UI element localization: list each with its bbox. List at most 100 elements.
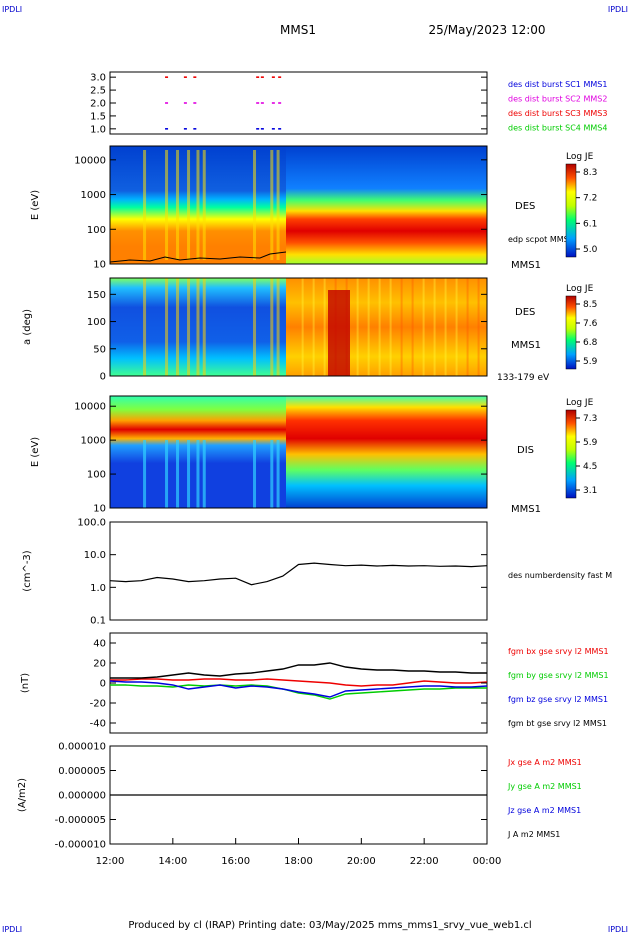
dis-burst-streak (165, 440, 169, 508)
des-energy-axis-tick-label: 10 (93, 260, 106, 271)
current-legend-item: Jy gse A m2 MMS1 (507, 782, 582, 791)
density-legend: des numberdensity fast M (508, 571, 612, 580)
pitch-burst-streak (253, 278, 257, 376)
bfield-series-by (110, 684, 487, 700)
des-energy-colorbar-title: Log JE (566, 152, 594, 162)
burst-legend-item: des dist burst SC4 MMS4 (508, 124, 607, 133)
pitch-sheath-streak (444, 278, 447, 376)
colorbar-tick-label: 8.3 (583, 168, 597, 178)
colorbar-tick-label: 6.1 (583, 219, 597, 229)
colorbar-tick-label: 4.5 (583, 462, 597, 472)
burst-marker (183, 128, 187, 130)
panel-density: (cm^-3) 100.0 10.0 1.0 0.1 des numberdensit… (22, 518, 612, 627)
burst-marker (278, 76, 282, 78)
burst-axis-tick-label: 2.5 (90, 86, 106, 97)
colorbar-tick-label: 8.5 (583, 300, 597, 310)
burst-axis-tick-label: 1.5 (90, 111, 106, 122)
x-tick-label: 18:00 (284, 856, 313, 867)
pitch-axis-tick-label: 100 (87, 317, 106, 328)
pitch-sheath-streak (367, 278, 370, 376)
current-legend-item: Jx gse A m2 MMS1 (507, 758, 582, 767)
colorbar-tick-label: 6.8 (583, 338, 598, 348)
dis-energy-ylabel: E (eV) (30, 437, 41, 467)
colorbar-tick-label: 5.9 (583, 438, 598, 448)
dis-burst-streak (276, 440, 280, 508)
pitch-sheath-streak (301, 278, 304, 376)
pitch-sheath-streak (389, 278, 392, 376)
panel-dis-energy: E (eV) 10000 1000 100 10 DIS MMS1 Log JE 7.… (30, 395, 598, 515)
des-energy-burst-streak (253, 150, 257, 260)
dis-burst-streak (253, 440, 257, 508)
corner-label-bottom-left: IPDLI (2, 925, 22, 934)
pitch-axis-tick-label: 150 (87, 290, 106, 301)
burst-marker (165, 76, 169, 78)
panel-des-pitch-frame (109, 277, 488, 377)
pitch-axis-tick-label: 50 (93, 344, 106, 355)
des-energy-colorbar: Log JE 8.3 7.2 6.1 5.0 (565, 152, 598, 258)
pitch-axis-tick-label: 0 (100, 372, 106, 383)
bfield-series-bx (110, 678, 488, 687)
pitch-burst-streak (270, 278, 274, 376)
burst-marker (256, 102, 260, 104)
pitch-burst-streak (165, 278, 169, 376)
burst-marker (193, 128, 197, 130)
des-energy-axis-tick-label: 10000 (74, 155, 106, 166)
bfield-legend-item: fgm bx gse srvy l2 MMS1 (508, 647, 609, 656)
plot-title: MMS1 (280, 23, 316, 37)
burst-marker (260, 76, 264, 78)
burst-axis-tick-label: 3.0 (90, 73, 106, 84)
burst-marker (271, 128, 275, 130)
pitch-sheath-streak (411, 278, 414, 376)
des-energy-burst-streak (202, 150, 206, 260)
footer-credits: Produced by cl (IRAP) Printing date: 03/… (128, 920, 531, 931)
current-legend-item: Jz gse A m2 MMS1 (507, 806, 581, 815)
bfield-legend-item: fgm bz gse srvy l2 MMS1 (508, 695, 608, 704)
current-axis-tick-label: -0.000010 (55, 840, 106, 851)
pitch-sheath-streak (323, 278, 326, 376)
dis-energy-side-label-mms1: MMS1 (511, 504, 541, 515)
colorbar-tick-label: 7.6 (583, 319, 598, 329)
dis-energy-colorbar-title: Log JE (566, 398, 594, 408)
density-axis-tick-label: 1.0 (90, 583, 106, 594)
dis-burst-streak (176, 440, 180, 508)
burst-marker (271, 102, 275, 104)
burst-marker (193, 102, 197, 104)
bfield-axis-tick-label: -40 (90, 719, 106, 730)
x-tick-label: 22:00 (410, 856, 439, 867)
burst-marker (260, 102, 264, 104)
des-energy-side-label-des: DES (515, 201, 535, 212)
pitch-dark-core (328, 290, 350, 376)
des-energy-burst-streak (187, 150, 191, 260)
pitch-sheath-streak (378, 278, 381, 376)
colorbar-tick-label: 5.9 (583, 357, 598, 367)
burst-marker (256, 128, 260, 130)
pitch-burst-streak (143, 278, 147, 376)
dis-energy-spectrogram-sheath (286, 396, 487, 508)
pitch-burst-streak (202, 278, 206, 376)
panel-des-energy: E (eV) 10000 1000 100 10 DES edp scpot MMS1… (30, 145, 598, 271)
colorbar-tick-label: 3.1 (583, 486, 597, 496)
current-axis-tick-label: 0.000000 (58, 791, 106, 802)
panel-density-frame (109, 521, 488, 621)
burst-axis-tick-label: 1.0 (90, 124, 106, 135)
current-axis-tick-label: -0.000005 (55, 815, 106, 826)
pitch-sheath-streak (466, 278, 469, 376)
dis-energy-side-label-dis: DIS (517, 445, 534, 456)
burst-marker (183, 76, 187, 78)
density-series-line (109, 562, 488, 586)
des-energy-axis-tick-label: 100 (87, 225, 106, 236)
des-energy-spectrogram-sheath (286, 146, 487, 264)
bfield-legend-item: fgm by gse srvy l2 MMS1 (508, 671, 609, 680)
panel-burst: 3.0 2.5 2.01.5 1.0 des dist burst SC1 MMS1 d… (90, 71, 607, 135)
burst-legend-item: des dist burst SC2 MMS2 (508, 95, 607, 104)
corner-label-bottom-right: IPDLI (608, 925, 628, 934)
des-pitch-colorbar-title: Log JE (566, 284, 594, 294)
pitch-burst-streak (276, 278, 280, 376)
dis-energy-axis-tick-label: 100 (87, 470, 106, 481)
dis-burst-streak (143, 440, 147, 508)
burst-marker (260, 128, 264, 130)
corner-label-top-right: IPDLI (608, 5, 628, 14)
x-tick-label: 00:00 (473, 856, 502, 867)
dis-burst-streak (196, 440, 200, 508)
